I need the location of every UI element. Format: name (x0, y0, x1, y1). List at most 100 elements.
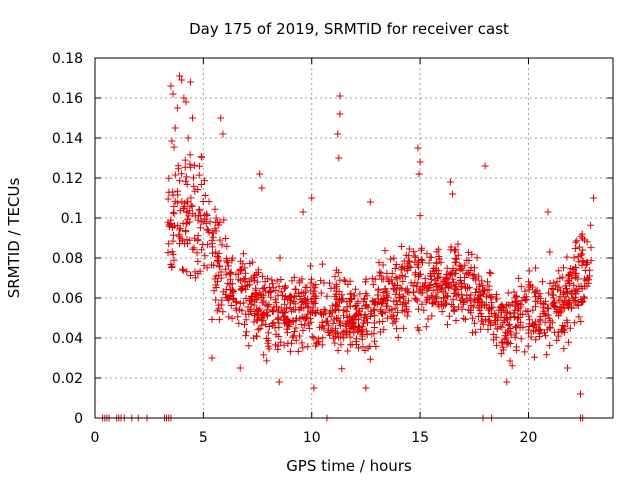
data-point (300, 294, 308, 302)
data-point (295, 279, 303, 287)
data-point (277, 338, 285, 346)
data-point (563, 316, 571, 324)
data-point (165, 188, 173, 196)
data-point (458, 283, 466, 290)
data-point (238, 283, 246, 290)
data-point (375, 285, 382, 293)
data-point (460, 314, 468, 322)
data-point (466, 267, 474, 274)
data-points (164, 72, 597, 398)
data-point (443, 274, 451, 282)
data-point-outlier (414, 144, 422, 152)
data-point-outlier (167, 82, 175, 90)
data-point-outlier (178, 76, 186, 84)
data-point (264, 339, 272, 347)
data-point (450, 278, 457, 286)
data-point (411, 252, 419, 260)
data-point (191, 187, 199, 195)
data-point (275, 282, 283, 290)
data-point (424, 285, 432, 293)
data-point (572, 264, 580, 272)
data-point (553, 336, 561, 344)
data-point (479, 320, 487, 328)
data-point (216, 236, 224, 244)
data-point (250, 277, 258, 285)
data-point (306, 307, 314, 315)
data-point (179, 204, 187, 212)
data-point-outlier (577, 390, 584, 398)
data-point (281, 316, 289, 324)
data-point (461, 315, 469, 323)
data-point (227, 302, 235, 309)
data-point (179, 266, 187, 274)
data-point-outlier (564, 364, 571, 372)
data-point (517, 283, 525, 291)
data-point (399, 277, 407, 285)
data-point (274, 314, 282, 322)
chart-title: Day 175 of 2019, SRMTID for receiver cas… (189, 20, 509, 38)
data-point (369, 280, 377, 288)
data-point (412, 269, 420, 277)
data-point (525, 312, 533, 320)
data-point (242, 316, 250, 324)
data-point (226, 269, 234, 277)
data-point (183, 268, 191, 276)
data-point (488, 304, 495, 312)
data-point (329, 319, 337, 327)
data-point (220, 216, 228, 224)
data-point (187, 201, 195, 209)
data-point-outlier (236, 364, 244, 372)
data-point (330, 334, 337, 342)
data-point (503, 340, 511, 348)
data-point (227, 275, 234, 283)
data-point (405, 252, 413, 260)
data-point (499, 303, 507, 311)
data-point (485, 313, 493, 320)
data-point (457, 265, 465, 272)
y-tick-label: 0.12 (52, 171, 83, 187)
data-point (226, 281, 234, 289)
data-point-outlier (208, 354, 216, 362)
data-point (579, 257, 587, 265)
data-point (169, 237, 177, 245)
data-point (578, 299, 586, 307)
data-point (578, 250, 586, 258)
data-point (191, 234, 199, 242)
data-point (418, 244, 426, 252)
data-point (435, 255, 443, 263)
data-point (396, 298, 404, 306)
data-point (171, 171, 179, 179)
data-point (307, 262, 314, 270)
data-point (254, 269, 262, 277)
data-point-outlier (173, 104, 181, 112)
data-point (400, 257, 408, 265)
data-point (317, 289, 325, 297)
data-point (566, 324, 574, 332)
data-point (222, 254, 230, 262)
data-point (475, 296, 483, 304)
data-point (298, 339, 306, 347)
data-point (372, 343, 380, 350)
data-point (558, 326, 565, 334)
data-point (351, 292, 359, 300)
data-point (319, 322, 327, 330)
data-point (464, 248, 472, 256)
data-point (381, 285, 389, 293)
data-point (428, 300, 436, 308)
data-point-outlier (336, 110, 344, 118)
data-point (465, 270, 473, 278)
data-point (573, 237, 581, 245)
data-point (319, 334, 327, 342)
data-point (277, 288, 285, 296)
data-point (572, 272, 580, 280)
data-point (165, 174, 173, 182)
data-point (499, 346, 507, 354)
data-point (548, 291, 556, 299)
data-point (169, 209, 177, 217)
data-point (356, 290, 364, 298)
data-point (212, 219, 220, 226)
data-point (360, 319, 367, 327)
data-point (552, 282, 560, 290)
data-point (267, 288, 275, 296)
data-point (451, 258, 459, 266)
